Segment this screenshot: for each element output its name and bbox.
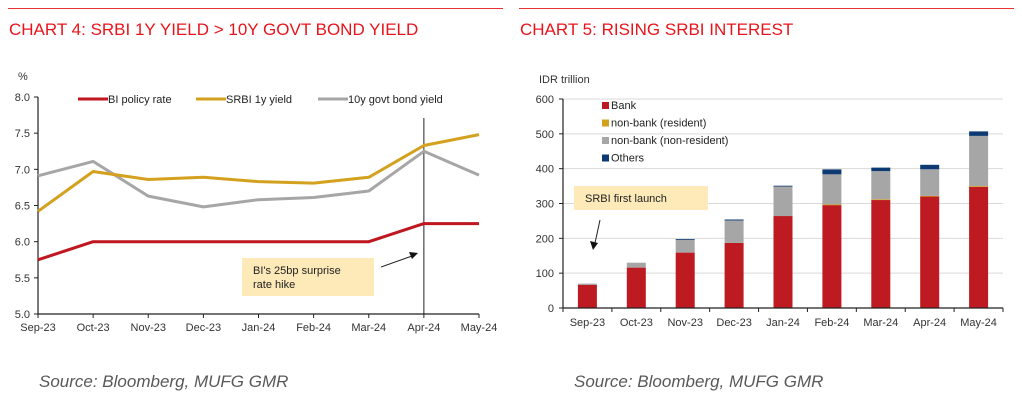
y-tick-label: 600	[536, 94, 554, 106]
legend-label: 10y govt bond yield	[348, 94, 443, 106]
x-tick-label: Oct-23	[77, 322, 110, 334]
bar-bank-sep-23	[577, 285, 597, 308]
bar-non-bank-non-resident-dec-23	[724, 220, 744, 243]
chart4-title: CHART 4: SRBI 1Y YIELD > 10Y GOVT BOND Y…	[9, 20, 419, 39]
x-tick-label: May-24	[960, 317, 997, 329]
annotation-arrowhead	[409, 252, 418, 259]
bar-non-bank-resident-mar-24	[871, 199, 891, 201]
legend-swatch	[602, 102, 609, 109]
bar-non-bank-non-resident-nov-23	[675, 239, 695, 253]
y-tick-label: 0	[548, 303, 554, 315]
x-tick-label: Mar-24	[351, 322, 386, 334]
legend-label: Others	[611, 153, 645, 165]
x-tick-label: Dec-23	[716, 317, 751, 329]
bar-others-apr-24	[920, 164, 940, 170]
y-tick-label: 7.5	[15, 128, 30, 140]
annotation-box	[242, 258, 374, 296]
bar-others-nov-23	[675, 239, 695, 240]
bar-non-bank-resident-may-24	[969, 186, 989, 187]
chart4-source: Source: Bloomberg, MUFG GMR	[39, 372, 289, 391]
annotation-arrow	[594, 219, 601, 244]
y-tick-label: 200	[536, 233, 554, 245]
chart5-title: CHART 5: RISING SRBI INTEREST	[520, 20, 794, 39]
x-tick-label: Nov-23	[131, 322, 166, 334]
legend-swatch	[602, 137, 609, 144]
x-tick-label: Apr-24	[407, 322, 440, 334]
x-tick-label: Apr-24	[913, 317, 946, 329]
y-tick-label: 6.5	[15, 201, 30, 213]
legend-swatch	[602, 119, 609, 127]
x-tick-label: Feb-24	[296, 322, 331, 334]
y-tick-label: 8.0	[15, 92, 30, 104]
bar-non-bank-resident-apr-24	[920, 195, 940, 197]
legend-label: BI policy rate	[108, 94, 172, 106]
bar-others-may-24	[969, 131, 989, 136]
bar-non-bank-resident-feb-24	[822, 204, 842, 206]
chart5-top-rule	[519, 8, 1014, 9]
annotation-text: rate hike	[253, 279, 295, 291]
x-tick-label: Nov-23	[667, 317, 702, 329]
chart4-top-rule	[8, 8, 503, 9]
y-axis-label: %	[18, 71, 28, 83]
annotation-arrow	[380, 255, 413, 268]
chart5-source: Source: Bloomberg, MUFG GMR	[574, 372, 824, 391]
y-tick-label: 5.5	[15, 273, 30, 285]
y-tick-label: 100	[536, 268, 554, 280]
x-tick-label: Mar-24	[863, 317, 898, 329]
x-tick-label: Oct-23	[620, 317, 653, 329]
y-tick-label: 5.0	[15, 309, 30, 321]
legend-label: SRBI 1y yield	[226, 94, 292, 106]
bar-others-feb-24	[822, 169, 842, 175]
bar-bank-feb-24	[822, 204, 842, 308]
bar-non-bank-non-resident-mar-24	[871, 171, 891, 200]
x-tick-label: Sep-23	[20, 322, 55, 334]
bar-others-jan-24	[773, 185, 793, 187]
bar-non-bank-non-resident-feb-24	[822, 174, 842, 205]
bar-bank-mar-24	[871, 200, 891, 308]
bar-bank-nov-23	[675, 252, 695, 308]
series-line-bi-policy-rate	[37, 222, 479, 262]
x-tick-label: Jan-24	[242, 322, 276, 334]
x-tick-label: Dec-23	[186, 322, 221, 334]
bar-non-bank-non-resident-jan-24	[773, 186, 793, 217]
x-tick-label: Jan-24	[766, 317, 800, 329]
y-tick-label: 6.0	[15, 237, 30, 249]
bar-bank-dec-23	[724, 242, 744, 308]
bar-non-bank-non-resident-sep-23	[577, 283, 597, 285]
x-tick-label: Feb-24	[814, 317, 849, 329]
series-line-srbi-1y-yield	[37, 133, 480, 213]
bar-others-dec-23	[724, 219, 744, 221]
annotation-box	[574, 186, 708, 210]
x-tick-label: Sep-23	[570, 317, 605, 329]
bar-bank-apr-24	[920, 196, 940, 308]
bar-bank-jan-24	[773, 216, 793, 308]
bar-bank-may-24	[969, 186, 989, 308]
bar-bank-oct-23	[626, 267, 646, 308]
annotation-text: BI's 25bp surprise	[253, 265, 341, 277]
bar-non-bank-non-resident-apr-24	[920, 169, 940, 196]
y-tick-label: 400	[536, 164, 554, 176]
bar-others-mar-24	[871, 167, 891, 172]
annotation-text: SRBI first launch	[585, 193, 667, 205]
bar-non-bank-non-resident-oct-23	[626, 262, 646, 268]
legend-swatch	[602, 154, 609, 162]
y-tick-label: 300	[536, 199, 554, 211]
legend-label: non-bank (non-resident)	[611, 135, 728, 147]
y-tick-label: 7.0	[15, 164, 30, 176]
bar-non-bank-non-resident-may-24	[969, 135, 989, 187]
annotation-arrowhead	[590, 241, 598, 250]
y-tick-label: 500	[536, 129, 554, 141]
y-axis-label: IDR trillion	[539, 74, 590, 86]
legend-label: non-bank (resident)	[611, 118, 706, 130]
legend-label: Bank	[611, 100, 637, 112]
x-tick-label: May-24	[461, 322, 498, 334]
